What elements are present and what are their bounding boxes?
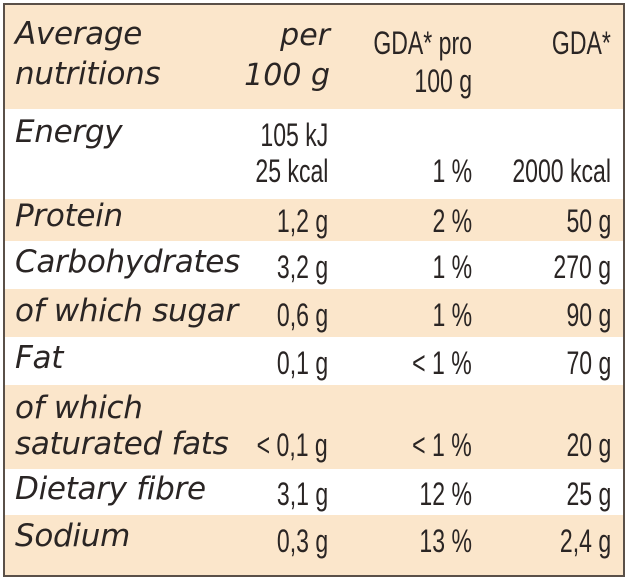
- value-gda-pro-100g: 2 %: [432, 203, 472, 239]
- value-gda-pro-100g: 1 %: [432, 297, 472, 333]
- table-row: Protein 1,2 g 2 % 50 g: [5, 199, 623, 241]
- value-per-100g-kj: 105 kJ: [260, 117, 328, 153]
- table-row: of which saturated fats < 0,1 g < 1 % 20…: [5, 385, 623, 469]
- value-per-100g: 1,2 g: [276, 203, 328, 239]
- header-gda-pro-line2: 100 g: [414, 63, 472, 99]
- value-gda-pro-100g: 13 %: [419, 523, 472, 559]
- value-per-100g: 0,1 g: [276, 345, 328, 381]
- nutrition-table: Average nutritions per 100 g GDA* pro 10…: [3, 3, 625, 577]
- table-row: Sodium 0,3 g 13 % 2,4 g: [5, 515, 623, 575]
- nutrient-name: Carbohydrates: [15, 244, 240, 280]
- value-gda-pro-100g: 12 %: [419, 476, 472, 512]
- value-per-100g: 0,6 g: [276, 297, 328, 333]
- header-per-line2: 100 g: [244, 58, 330, 93]
- header-per-line1: per: [280, 18, 330, 53]
- value-gda: 20 g: [566, 427, 611, 463]
- nutrient-name: Fat: [15, 340, 64, 376]
- value-gda: 270 g: [553, 249, 611, 285]
- nutrient-name: Protein: [15, 198, 123, 234]
- header-gda: GDA*: [552, 25, 611, 61]
- value-per-100g: 0,3 g: [276, 523, 328, 559]
- nutrient-name: Energy: [15, 114, 123, 150]
- value-per-100g: < 0,1 g: [256, 427, 328, 463]
- value-gda-pro-100g: 1 %: [432, 249, 472, 285]
- header-gda-pro-line1: GDA* pro: [373, 25, 472, 61]
- value-per-100g: 3,1 g: [276, 476, 328, 512]
- table-row: Carbohydrates 3,2 g 1 % 270 g: [5, 241, 623, 289]
- table-row: Dietary fibre 3,1 g 12 % 25 g: [5, 469, 623, 515]
- header-name-line2: nutritions: [15, 56, 161, 92]
- value-per-100g-kcal: 25 kcal: [254, 153, 328, 189]
- nutrient-name-line1: of which: [15, 390, 143, 426]
- value-per-100g: 3,2 g: [276, 249, 328, 285]
- value-gda: 2,4 g: [559, 523, 611, 559]
- value-gda: 25 g: [566, 476, 611, 512]
- table-row: Energy 105 kJ 25 kcal 1 % 2000 kcal: [5, 109, 623, 199]
- header-row: Average nutritions per 100 g GDA* pro 10…: [5, 5, 623, 109]
- value-gda-pro-100g: 1 %: [432, 153, 472, 189]
- value-gda: 70 g: [566, 345, 611, 381]
- table-row: of which sugar 0,6 g 1 % 90 g: [5, 289, 623, 337]
- header-name-line1: Average: [15, 16, 143, 52]
- value-gda-pro-100g: < 1 %: [412, 345, 472, 381]
- nutrient-name-line2: saturated fats: [15, 426, 229, 462]
- value-gda: 50 g: [566, 203, 611, 239]
- value-gda: 90 g: [566, 297, 611, 333]
- nutrient-name: of which sugar: [15, 293, 238, 329]
- value-gda: 2000 kcal: [512, 153, 611, 189]
- value-gda-pro-100g: < 1 %: [412, 427, 472, 463]
- table-row: Fat 0,1 g < 1 % 70 g: [5, 337, 623, 385]
- nutrient-name: Dietary fibre: [15, 471, 206, 507]
- nutrient-name: Sodium: [15, 518, 130, 554]
